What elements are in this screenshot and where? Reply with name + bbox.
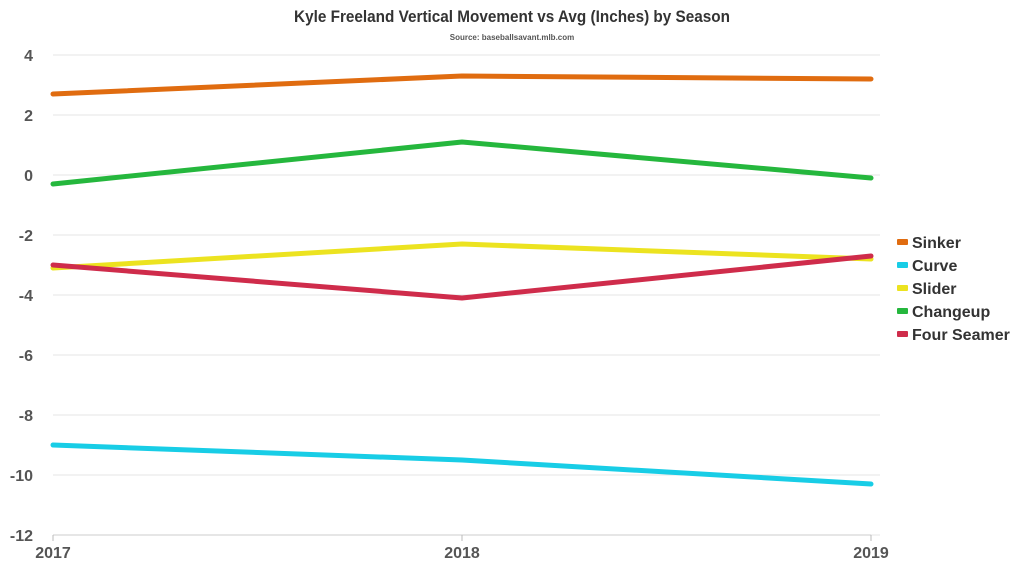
series-line-four-seamer <box>50 253 874 301</box>
legend-swatch-four-seamer <box>897 331 908 337</box>
series-line-slider <box>50 241 874 271</box>
legend: Sinker Curve Slider Changeup Four Seamer <box>897 235 1010 344</box>
chart-title: Kyle Freeland Vertical Movement vs Avg (… <box>294 7 730 26</box>
legend-swatch-slider <box>897 285 908 291</box>
legend-label-slider: Slider <box>912 281 956 298</box>
legend-swatch-changeup <box>897 308 908 314</box>
y-tick-label: -4 <box>19 288 33 305</box>
x-tick-label: 2019 <box>853 545 889 562</box>
legend-label-changeup: Changeup <box>912 304 990 321</box>
chart-subtitle: Source: baseballsavant.mlb.com <box>449 33 575 42</box>
x-tick-label: 2017 <box>35 545 71 562</box>
series-line-changeup <box>50 139 874 187</box>
y-tick-label: -2 <box>19 228 33 245</box>
y-tick-label: -6 <box>19 348 33 365</box>
x-tick-label: 2018 <box>444 545 480 562</box>
legend-swatch-curve <box>897 262 908 268</box>
series-layer <box>50 73 874 487</box>
y-tick-label: -10 <box>10 468 33 485</box>
y-tick-label: 0 <box>24 168 33 185</box>
grid-layer <box>53 54 880 536</box>
legend-label-sinker: Sinker <box>912 235 961 252</box>
y-tick-label: -8 <box>19 408 33 425</box>
y-tick-label: 2 <box>24 108 33 125</box>
legend-label-curve: Curve <box>912 258 957 275</box>
y-tick-label: -12 <box>10 528 33 545</box>
legend-swatch-sinker <box>897 239 908 245</box>
legend-label-four-seamer: Four Seamer <box>912 327 1010 344</box>
y-tick-label: 4 <box>24 48 33 65</box>
series-line-sinker <box>50 73 874 97</box>
series-line-curve <box>50 442 874 487</box>
